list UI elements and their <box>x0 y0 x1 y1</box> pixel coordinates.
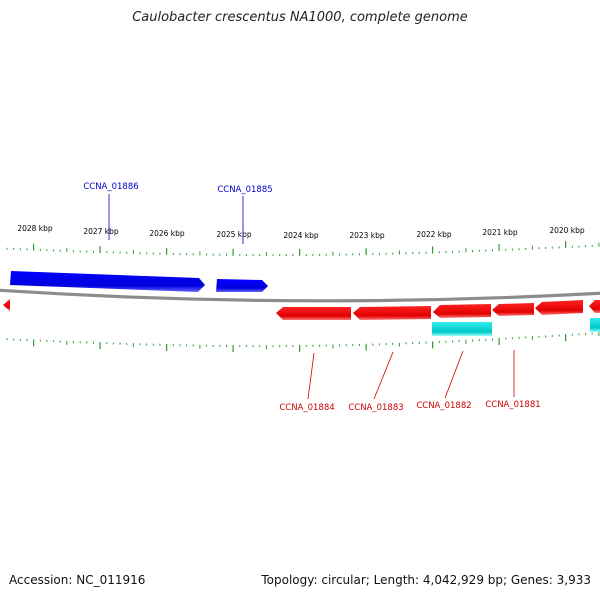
ruler-label: 2025 kbp <box>216 230 252 239</box>
ruler-label: 2020 kbp <box>549 226 585 235</box>
reverse-strand <box>3 299 600 320</box>
locus-label-ccna-01882[interactable]: CCNA_01882 <box>416 401 471 411</box>
gene-arrow-ccna-01885[interactable] <box>216 279 268 292</box>
reverse-locus-labels: CCNA_01884 CCNA_01883 CCNA_01882 CCNA_01… <box>279 350 541 413</box>
ruler-label: 2026 kbp <box>149 229 185 238</box>
ruler-labels: 2028 kbp 2027 kbp 2026 kbp 2025 kbp 2024… <box>17 224 585 240</box>
locus-label-ccna-01884[interactable]: CCNA_01884 <box>279 403 334 413</box>
forward-locus-labels: CCNA_01886 CCNA_01885 <box>83 182 273 244</box>
outer-tick-marks <box>6 241 600 257</box>
genome-summary: Topology: circular; Length: 4,042,929 bp… <box>261 573 591 587</box>
gene-arrow-ccna-01886[interactable] <box>10 271 205 292</box>
inner-tick-marks <box>6 332 600 353</box>
genome-backbone <box>0 288 600 303</box>
locus-label-ccna-01883[interactable]: CCNA_01883 <box>348 403 403 413</box>
gene-arrow-ccna-01883[interactable] <box>353 306 431 320</box>
locus-label-ccna-01886[interactable]: CCNA_01886 <box>83 182 138 192</box>
locus-label-ccna-01885[interactable]: CCNA_01885 <box>217 185 272 195</box>
forward-strand <box>10 271 268 292</box>
ruler-label: 2021 kbp <box>482 228 518 237</box>
gene-arrow-ccna-01884[interactable] <box>276 307 351 320</box>
ruler-label: 2022 kbp <box>416 230 452 239</box>
locus-label-ccna-01881[interactable]: CCNA_01881 <box>485 400 540 410</box>
gene-arrow-ccna-01880[interactable] <box>535 300 583 315</box>
accession-text: Accession: NC_011916 <box>9 573 146 587</box>
gene-arrow-ccna-01882[interactable] <box>433 304 491 318</box>
gene-arrow-right-edge[interactable] <box>589 300 600 313</box>
feature-block[interactable] <box>432 322 492 336</box>
feature-track <box>432 318 600 336</box>
gene-arrow-ccna-01881[interactable] <box>492 303 534 316</box>
ruler-label: 2027 kbp <box>83 227 119 236</box>
gene-arrow-left-edge[interactable] <box>3 299 10 311</box>
ruler-label: 2024 kbp <box>283 231 319 240</box>
ruler-label: 2023 kbp <box>349 231 385 240</box>
feature-block-edge[interactable] <box>590 318 600 332</box>
ruler-label: 2028 kbp <box>17 224 53 233</box>
genome-title: Caulobacter crescentus NA1000, complete … <box>132 10 468 25</box>
